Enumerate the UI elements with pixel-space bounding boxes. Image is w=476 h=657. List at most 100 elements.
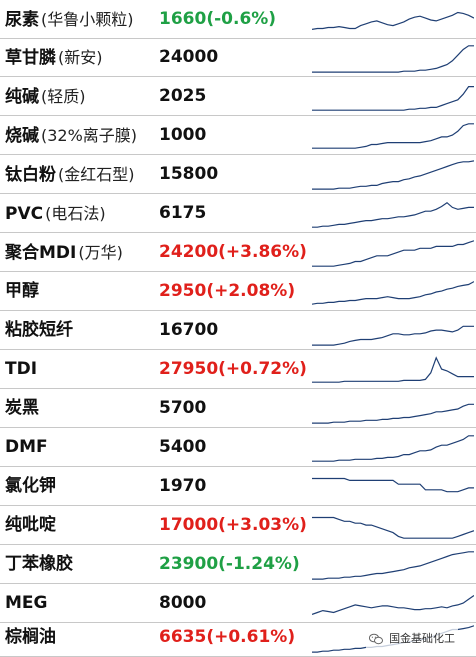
product-name-main: 粘胶短纤	[5, 320, 73, 340]
price-change: (+0.61%)	[206, 627, 296, 647]
table-row: MEG 8000	[0, 584, 476, 623]
sparkline-chart	[312, 160, 474, 190]
price-number: 6175	[159, 203, 207, 223]
product-name: 纯吡啶	[5, 506, 56, 545]
sparkline-series	[312, 123, 474, 149]
sparkline-chart	[312, 516, 474, 539]
table-row: TDI 27950(+0.72%)	[0, 350, 476, 389]
product-name: 聚合MDI (万华)	[5, 233, 123, 272]
price-number: 24200	[159, 242, 219, 262]
sparkline-series	[312, 403, 474, 424]
sparkline-series	[312, 85, 474, 111]
product-name-main: PVC	[5, 204, 44, 224]
product-name: TDI	[5, 350, 37, 389]
price-value: 27950(+0.72%)	[159, 350, 307, 389]
price-change: (+0.72%)	[218, 359, 307, 379]
sparkline-series	[312, 356, 474, 383]
price-value: 1970	[159, 467, 206, 506]
product-spec: (华鲁小颗粒)	[41, 10, 134, 29]
price-value: 16700	[159, 311, 218, 350]
product-spec: (金红石型)	[58, 165, 135, 184]
price-value: 24200(+3.86%)	[159, 233, 307, 272]
product-spec: (新安)	[58, 48, 103, 67]
price-number: 27950	[159, 359, 219, 379]
sparkline-chart	[312, 123, 474, 149]
product-name-main: 草甘膦	[5, 48, 56, 68]
sparkline-series	[312, 45, 474, 73]
price-number: 17000	[159, 515, 219, 535]
product-name: MEG	[5, 584, 47, 623]
product-spec: (轻质)	[41, 87, 86, 106]
price-change: (+3.86%)	[218, 242, 307, 262]
product-name: 尿素 (华鲁小颗粒)	[5, 0, 134, 39]
price-change: (+2.08%)	[206, 281, 296, 301]
sparkline-series	[312, 595, 474, 615]
table-row: 草甘膦 (新安) 24000	[0, 38, 476, 77]
price-number: 2950	[159, 281, 207, 301]
price-change: (-1.24%)	[218, 554, 300, 574]
product-spec: (万华)	[78, 243, 123, 262]
product-name: DMF	[5, 428, 48, 467]
sparkline-series	[312, 281, 474, 305]
price-number: 16700	[159, 320, 219, 340]
sparkline-series	[312, 160, 474, 190]
table-row: 烧碱 (32%离子膜) 1000	[0, 116, 476, 155]
sparkline-chart	[312, 477, 474, 493]
sparkline-chart	[312, 325, 474, 346]
product-name: 草甘膦 (新安)	[5, 38, 103, 77]
sparkline-chart	[312, 435, 474, 462]
price-value: 2025	[159, 77, 206, 116]
product-name-main: 尿素	[5, 10, 39, 30]
watermark: 国金基础化工	[366, 626, 459, 652]
price-number: 1660	[159, 9, 207, 29]
sparkline-chart	[312, 201, 474, 228]
product-spec: (电石法)	[45, 204, 106, 223]
price-number: 8000	[159, 593, 207, 613]
table-row: 氯化钾 1970	[0, 467, 476, 506]
price-number: 5700	[159, 398, 207, 418]
sparkline-chart	[312, 240, 474, 267]
price-change: (-0.6%)	[206, 9, 277, 29]
table-row: PVC (电石法) 6175	[0, 194, 476, 233]
product-name-main: 烧碱	[5, 126, 39, 146]
wechat-icon	[369, 633, 383, 645]
price-value: 6175	[159, 194, 206, 233]
sparkline-series	[312, 11, 474, 30]
product-name: 甲醇	[5, 272, 39, 311]
product-name-main: DMF	[5, 437, 48, 457]
sparkline-series	[312, 516, 474, 539]
table-row: 纯吡啶 17000(+3.03%)	[0, 506, 476, 545]
sparkline-chart	[312, 595, 474, 615]
price-value: 2950(+2.08%)	[159, 272, 295, 311]
product-name: 钛白粉 (金红石型)	[5, 155, 135, 194]
watermark-text: 国金基础化工	[389, 633, 456, 645]
product-name-main: 丁苯橡胶	[5, 554, 73, 574]
price-value: 24000	[159, 38, 218, 77]
sparkline-series	[312, 325, 474, 346]
sparkline-series	[312, 435, 474, 462]
sparkline-chart	[312, 356, 474, 383]
product-name-main: 纯吡啶	[5, 515, 56, 535]
product-name: PVC (电石法)	[5, 194, 106, 233]
price-value: 1000	[159, 116, 206, 155]
table-row: 尿素 (华鲁小颗粒) 1660(-0.6%)	[0, 0, 476, 39]
price-value: 15800	[159, 155, 218, 194]
price-number: 6635	[159, 627, 207, 647]
table-row: 粘胶短纤 16700	[0, 311, 476, 350]
table-row: 纯碱 (轻质) 2025	[0, 77, 476, 116]
product-name-main: MEG	[5, 593, 48, 613]
product-name-main: 棕榈油	[5, 627, 56, 647]
sparkline-chart	[312, 45, 474, 73]
sparkline-series	[312, 240, 474, 267]
price-number: 5400	[159, 437, 207, 457]
sparkline-chart	[312, 11, 474, 30]
product-name-main: 钛白粉	[5, 165, 56, 185]
product-name-main: 聚合MDI	[5, 243, 77, 263]
sparkline-series	[312, 477, 474, 493]
sparkline-chart	[312, 85, 474, 111]
table-row: 甲醇 2950(+2.08%)	[0, 272, 476, 311]
product-name-main: 纯碱	[5, 87, 39, 107]
product-name: 炭黑	[5, 389, 39, 428]
price-value: 8000	[159, 584, 206, 623]
